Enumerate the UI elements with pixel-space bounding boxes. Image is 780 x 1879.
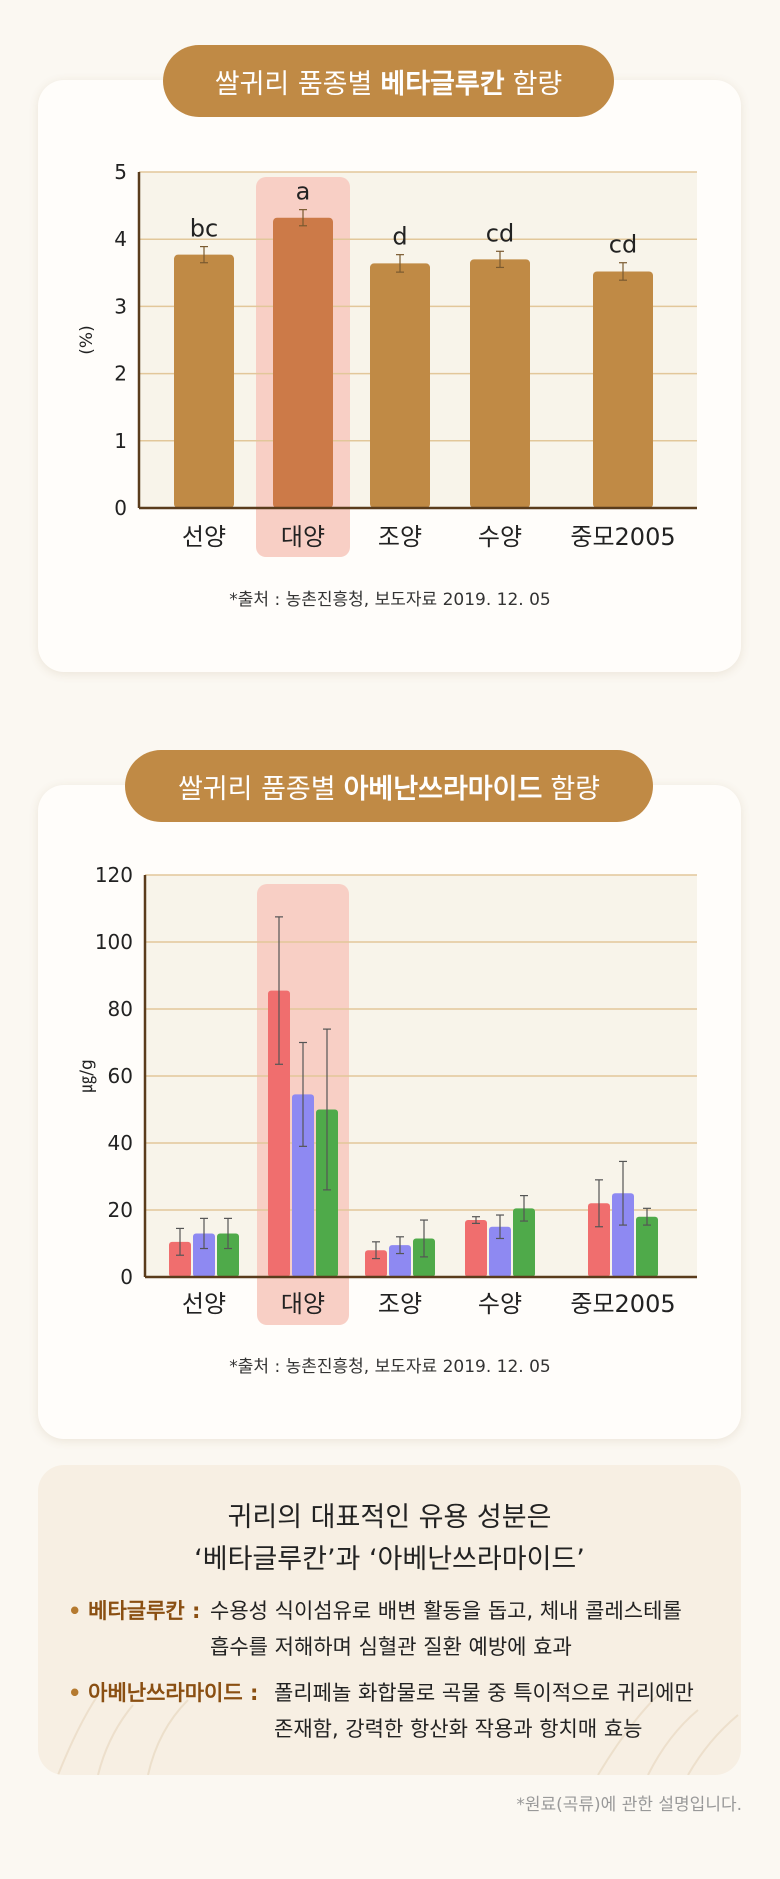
bar (292, 1094, 314, 1277)
bar (489, 1226, 511, 1277)
bar (636, 1216, 658, 1277)
x-tick-label: 조양 (378, 523, 422, 551)
y-tick-label: 40 (108, 1131, 133, 1155)
bar (193, 1233, 215, 1277)
x-tick-label: 조양 (378, 1290, 422, 1318)
bar (370, 263, 430, 508)
title-bold: 베타글루칸 (380, 68, 505, 100)
title-pre: 쌀귀리 품종별 (177, 773, 336, 805)
info-title-line1: 귀리의 대표적인 유용 성분은 (227, 1502, 552, 1533)
bar (470, 259, 530, 508)
x-tick-label: 대양 (281, 1290, 325, 1318)
x-tick-label: 중모2005 (570, 523, 675, 551)
avenanthramide-chart: 0 20 40 60 80 100 120 ㎍/g 선양 대양 조양 수양 중모2005 (77, 863, 697, 1325)
y-tick-label: 100 (95, 930, 133, 954)
chart2-source: *출처 : 농촌진흥청, 보도자료 2019. 12. 05 (229, 1357, 551, 1377)
significance-label: bc (190, 215, 218, 243)
x-tick-label: 중모2005 (570, 1290, 675, 1318)
y-tick-label: 20 (108, 1198, 133, 1222)
y-axis-label: ㎍/g (77, 1059, 97, 1093)
y-tick-label: 60 (108, 1064, 133, 1088)
bar (389, 1245, 411, 1277)
bar (217, 1233, 239, 1277)
y-tick-label: 0 (114, 496, 127, 520)
title-pre: 쌀귀리 품종별 (214, 68, 373, 100)
significance-label: cd (609, 231, 637, 259)
info-title-line2: ‘베타글루칸’과 ‘아베난쓰라마이드’ (194, 1544, 585, 1575)
bullet-dot: • (68, 1599, 82, 1623)
y-tick-label: 1 (114, 429, 127, 453)
y-tick-label: 5 (114, 160, 127, 184)
chart1-source: *출처 : 농촌진흥청, 보도자료 2019. 12. 05 (229, 590, 551, 610)
info-box: 귀리의 대표적인 유용 성분은 ‘베타글루칸’과 ‘아베난쓰라마이드’ • 베타… (38, 1465, 741, 1775)
bar (169, 1241, 191, 1277)
bullet1-line1: 수용성 식이섬유로 배변 활동을 돕고, 체내 콜레스테롤 (210, 1599, 682, 1623)
y-tick-label: 80 (108, 997, 133, 1021)
bar (612, 1193, 634, 1277)
bullet-dot: • (68, 1681, 82, 1705)
significance-label: a (296, 178, 311, 206)
bar (588, 1203, 610, 1277)
bar (593, 271, 653, 508)
y-tick-label: 120 (95, 863, 133, 887)
bullet-beta-glucan: • 베타글루칸 : (68, 1593, 200, 1629)
x-tick-label: 대양 (281, 523, 325, 551)
y-axis-label: (%) (77, 325, 97, 354)
y-tick-label: 4 (114, 227, 127, 251)
bullet-key: 아베난쓰라마이드 : (88, 1681, 259, 1705)
bullet-avenanthramide: • 아베난쓰라마이드 : (68, 1675, 258, 1711)
bullet2-line2: 존재함, 강력한 항산화 작용과 항치매 효능 (274, 1717, 643, 1741)
bullet2-line1: 폴리페놀 화합물로 곡물 중 특이적으로 귀리에만 (274, 1681, 694, 1705)
bar (413, 1238, 435, 1277)
avenanthramide-chart-title: 쌀귀리 품종별 아베난쓰라마이드 함량 (125, 750, 653, 822)
bar (174, 254, 234, 508)
bar (465, 1220, 487, 1277)
bar (273, 217, 333, 509)
x-tick-label: 수양 (478, 1290, 522, 1318)
significance-label: cd (486, 219, 514, 247)
y-tick-label: 3 (114, 294, 127, 318)
significance-label: d (392, 223, 407, 251)
footnote: *원료(곡류)에 관한 설명입니다. (516, 1795, 742, 1815)
bar (316, 1109, 338, 1277)
y-tick-label: 2 (114, 362, 127, 386)
title-bold: 아베난쓰라마이드 (343, 773, 543, 805)
bar (268, 990, 290, 1277)
wheat-illustration (57, 1694, 739, 1775)
beta-glucan-chart: 0 1 2 3 4 5 (%) 선양 bc 대양 a 조양 d 수양 cd 중모2005 cd (77, 160, 697, 557)
title-post: 함량 (512, 68, 563, 100)
beta-glucan-chart-title: 쌀귀리 품종별 베타글루칸 함량 (163, 45, 614, 117)
bar (513, 1208, 535, 1277)
title-post: 함량 (550, 773, 601, 805)
bar (365, 1250, 387, 1277)
y-tick-label: 0 (120, 1265, 133, 1289)
x-tick-label: 수양 (478, 523, 522, 551)
bullet1-line2: 흡수를 저해하며 심혈관 질환 예방에 효과 (210, 1635, 572, 1659)
bullet-key: 베타글루칸 : (88, 1599, 201, 1623)
x-tick-label: 선양 (182, 1290, 226, 1318)
x-tick-label: 선양 (182, 523, 226, 551)
